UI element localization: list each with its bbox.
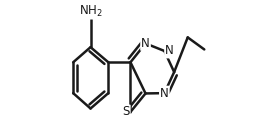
Text: N: N: [165, 44, 174, 57]
Text: NH$_2$: NH$_2$: [79, 3, 102, 19]
Text: N: N: [141, 37, 150, 50]
Text: N: N: [160, 87, 169, 100]
Text: S: S: [122, 106, 130, 118]
